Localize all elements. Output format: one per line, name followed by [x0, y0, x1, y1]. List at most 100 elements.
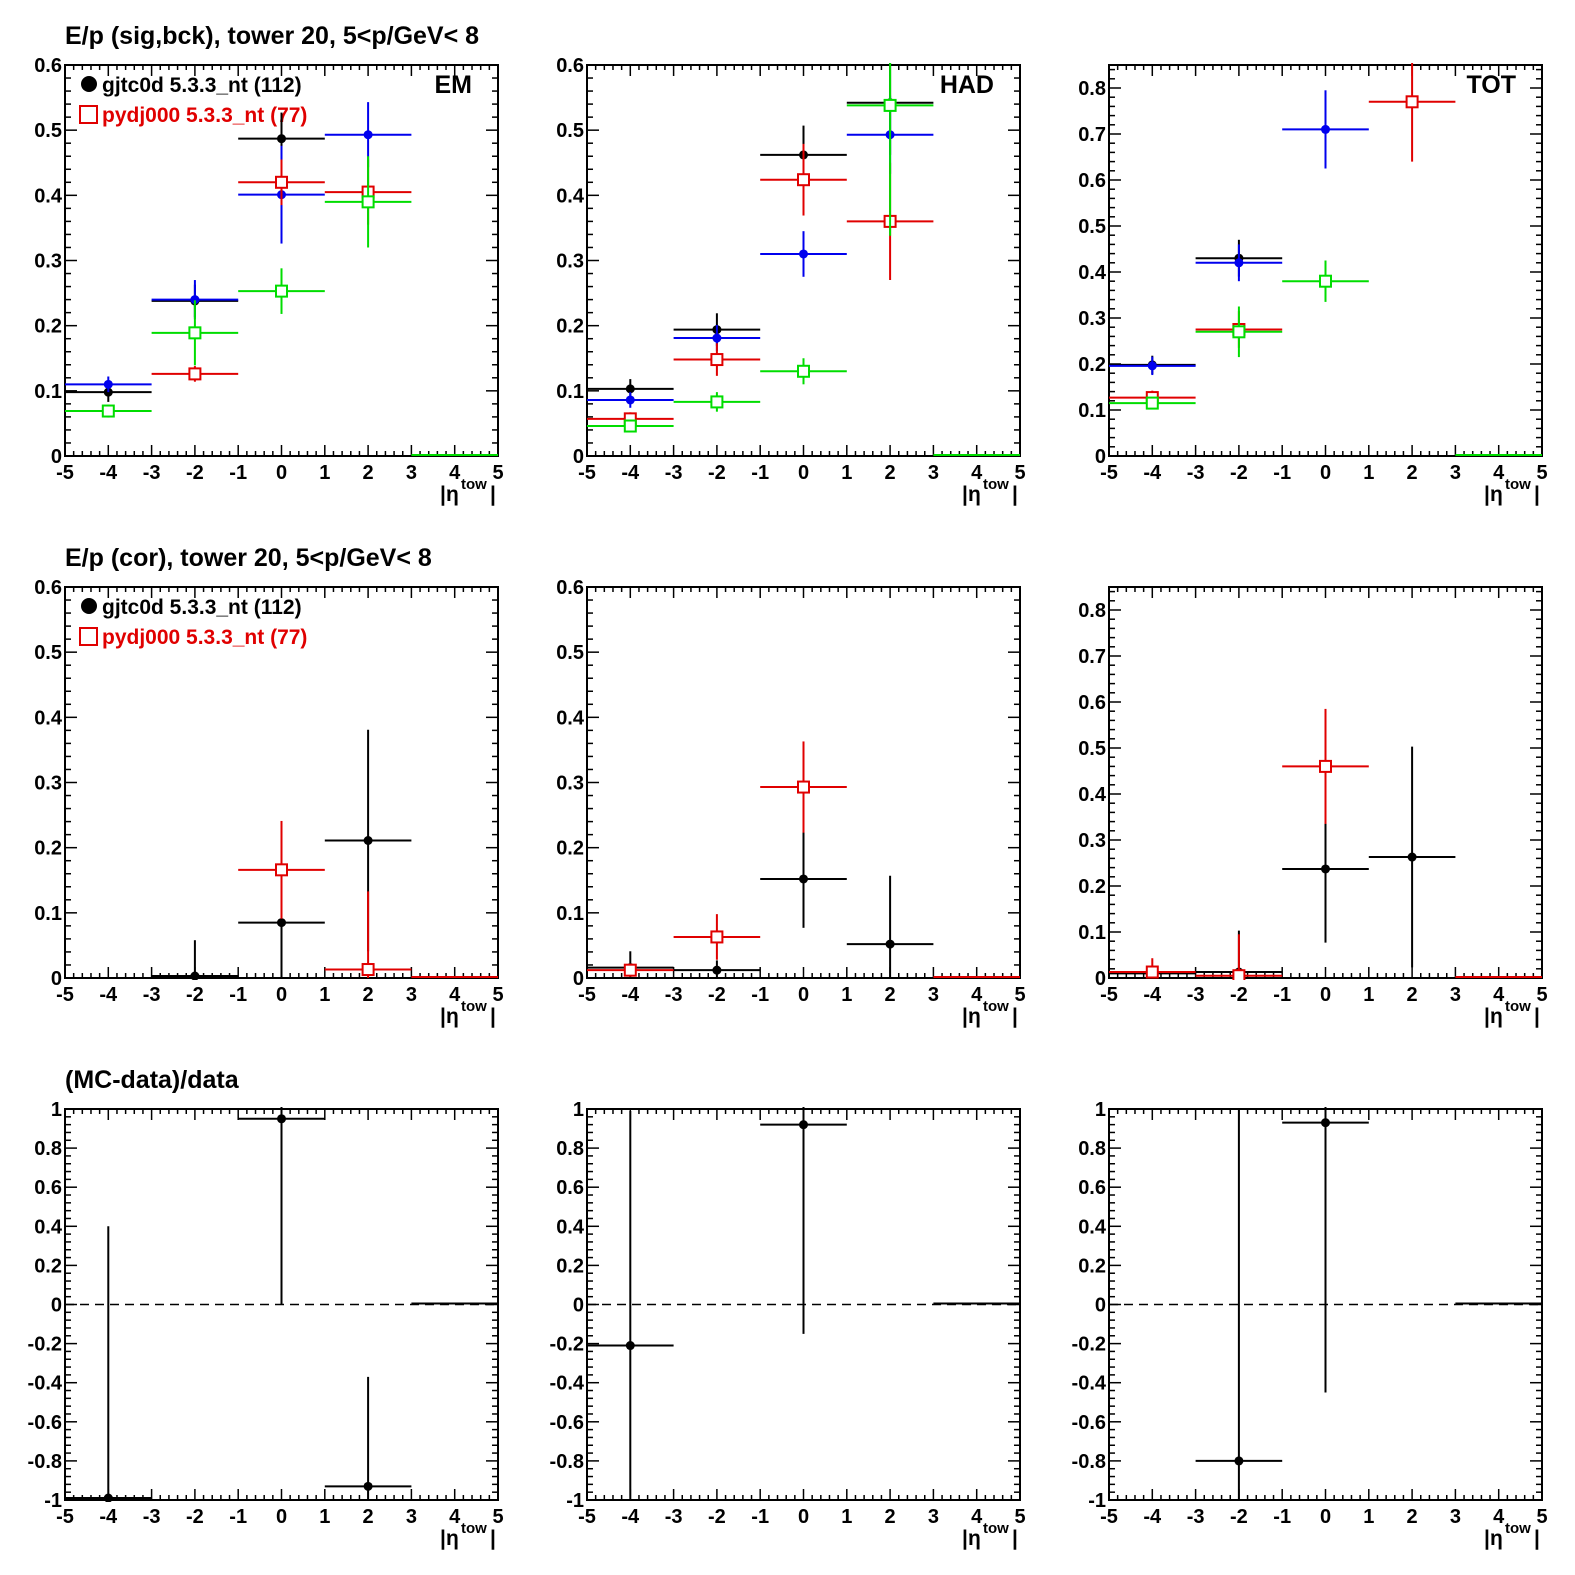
y-tick-label: 0.5: [556, 120, 584, 142]
x-tick-label: 1: [319, 462, 330, 484]
data-point-marker: [797, 173, 810, 187]
x-tick-label: 0: [798, 984, 809, 1006]
y-tick-label: 0.3: [34, 251, 62, 273]
data-point-marker: [103, 379, 113, 389]
x-tick-label: -3: [1187, 1506, 1205, 1528]
data-point-marker: [1234, 1456, 1244, 1466]
x-tick-label: -2: [186, 462, 204, 484]
data-point-marker: [277, 918, 286, 928]
panel-0-1: -5 -4 -3 -2 -1 0 1 2 3 4 500.10.20.30.40.50.6η| tow…: [556, 55, 1025, 506]
x-tick-label: 4: [971, 462, 983, 484]
x-tick-label: 1: [1363, 462, 1374, 484]
x-axis-label: η: [446, 1527, 459, 1550]
y-tick-label: 0.3: [1078, 308, 1106, 330]
y-tick-label: 0: [1095, 1295, 1106, 1317]
x-tick-label: 5: [1014, 1506, 1025, 1528]
data-point-marker: [797, 364, 810, 378]
x-tick-label: 4: [449, 462, 461, 484]
x-tick-label: -5: [1100, 462, 1118, 484]
row-title-mc-data: (MC-data)/data: [65, 1066, 240, 1094]
x-axis-label-bar: |: [1012, 1005, 1018, 1028]
x-tick-label: -3: [665, 984, 683, 1006]
data-point-marker: [275, 863, 288, 877]
data-point-marker: [1145, 965, 1159, 979]
y-tick-label: 0.3: [556, 773, 584, 795]
y-tick-label: 0.2: [556, 838, 584, 860]
data-point-marker: [277, 134, 286, 144]
y-tick-label: -0.2: [28, 1334, 62, 1356]
y-tick-label: 0.4: [34, 707, 63, 729]
y-tick-label: 0.3: [556, 251, 584, 273]
y-tick-label: 0.6: [34, 1177, 62, 1199]
y-tick-label: 0: [573, 1295, 584, 1317]
x-tick-label: 2: [1407, 462, 1418, 484]
y-tick-label: 0.8: [1078, 78, 1106, 100]
x-tick-label: 0: [1320, 1506, 1331, 1528]
y-tick-label: 0.3: [1078, 830, 1106, 852]
x-tick-label: -5: [1100, 984, 1118, 1006]
x-axis-label-bar: |: [440, 1005, 446, 1028]
y-tick-label: 0.4: [34, 185, 63, 207]
panel-tag: TOT: [1466, 71, 1516, 99]
x-axis-label-bar: |: [1534, 1005, 1540, 1028]
x-tick-label: 5: [1014, 462, 1025, 484]
x-axis-label-bar: |: [440, 483, 446, 506]
x-tick-label: 5: [1536, 462, 1547, 484]
data-point-marker: [1407, 852, 1417, 862]
series-group: [587, 741, 1020, 978]
x-tick-label: -2: [708, 1506, 726, 1528]
legend-marker-gjtc0d: [81, 598, 97, 614]
y-tick-label: 0.7: [1078, 124, 1106, 146]
legend-marker-pydj000: [79, 627, 98, 646]
x-tick-label: 2: [1407, 984, 1418, 1006]
y-tick-label: 0.6: [1078, 1177, 1106, 1199]
x-axis-label-bar: |: [962, 483, 968, 506]
x-tick-label: 3: [406, 984, 417, 1006]
data-point-marker: [188, 367, 202, 381]
x-tick-label: 2: [885, 1506, 896, 1528]
legend-label-gjtc0d: gjtc0d 5.3.3_nt (112): [102, 74, 302, 97]
data-point-marker: [363, 130, 373, 140]
x-tick-label: 1: [841, 1506, 852, 1528]
y-tick-label: -0.8: [28, 1451, 62, 1473]
y-tick-label: 0: [51, 446, 62, 468]
x-tick-label: -2: [1230, 1506, 1248, 1528]
data-point-marker: [1232, 325, 1246, 339]
x-tick-label: 3: [1450, 462, 1461, 484]
y-tick-label: -0.4: [550, 1373, 585, 1395]
data-point-marker: [1321, 864, 1330, 874]
x-tick-label: -1: [751, 1506, 769, 1528]
x-tick-label: -1: [229, 1506, 247, 1528]
x-tick-label: -5: [578, 462, 596, 484]
y-tick-label: -0.4: [28, 1373, 63, 1395]
data-point-marker: [710, 353, 724, 367]
y-tick-label: 0.5: [1078, 216, 1106, 238]
x-axis-label-bar: |: [490, 1005, 496, 1028]
x-tick-label: 1: [1363, 1506, 1374, 1528]
series-group: [587, 63, 1020, 456]
y-tick-label: 0.1: [556, 381, 584, 403]
y-tick-label: 0: [573, 968, 584, 990]
y-tick-label: 1: [51, 1099, 62, 1121]
x-axis-label-superscript: tow: [461, 1520, 487, 1537]
x-axis-label-superscript: tow: [983, 476, 1009, 493]
data-point-marker: [885, 939, 895, 949]
data-point-marker: [883, 98, 897, 112]
x-axis-label: η: [968, 1527, 981, 1550]
x-tick-label: -5: [578, 1506, 596, 1528]
y-tick-label: -0.4: [1072, 1373, 1107, 1395]
x-tick-label: 1: [319, 984, 330, 1006]
x-axis-label: η: [1490, 483, 1503, 506]
data-point-marker: [1321, 124, 1330, 134]
x-tick-label: -5: [56, 462, 74, 484]
x-tick-label: -2: [708, 462, 726, 484]
data-point-marker: [712, 333, 722, 343]
x-axis-label-bar: |: [962, 1527, 968, 1550]
legend-label-pydj000: pydj000 5.3.3_nt (77): [102, 104, 307, 127]
data-point-marker: [1321, 1118, 1330, 1128]
data-point-marker: [712, 965, 722, 975]
panel-1-2: -5 -4 -3 -2 -1 0 1 2 3 4 5 0 0.1 0.2 0.3 0.4 0.5 0.6 0.7 0.…: [1078, 586, 1548, 1028]
y-tick-label: 0.1: [556, 903, 584, 925]
x-tick-label: 1: [841, 462, 852, 484]
x-axis-label-bar: |: [1534, 1527, 1540, 1550]
